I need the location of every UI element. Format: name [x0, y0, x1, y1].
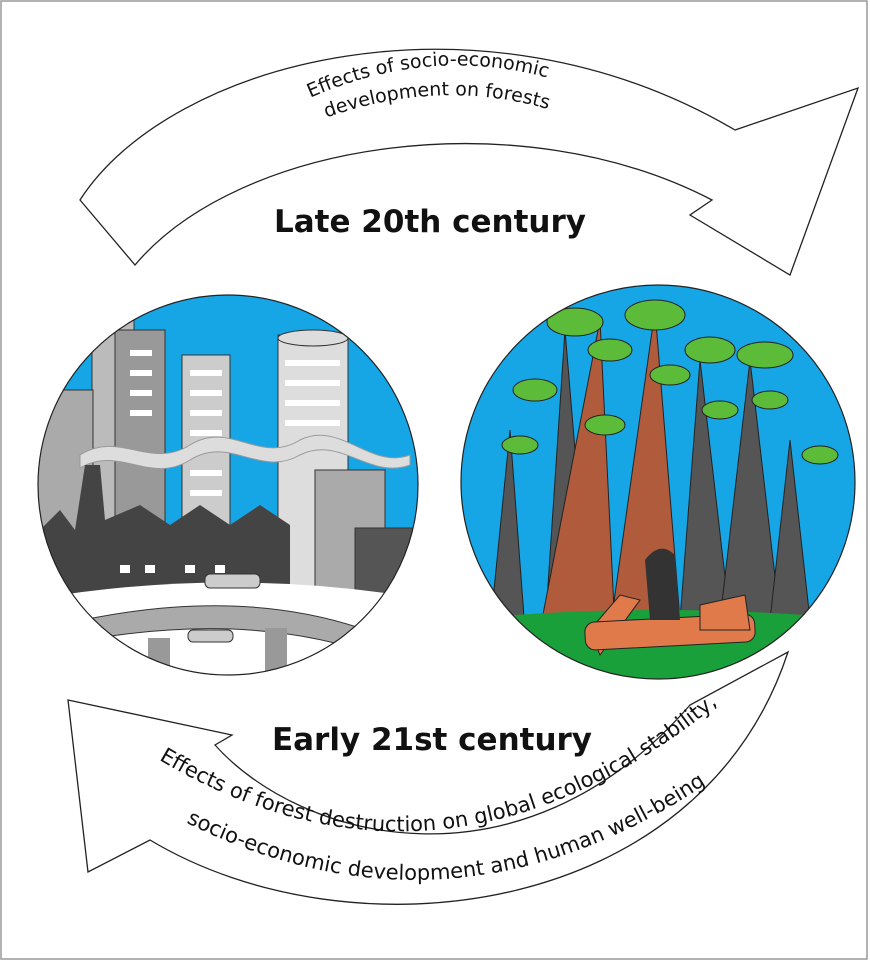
- diagram: Effects of socio-economic development on…: [0, 0, 870, 962]
- late-label: Late 20th century: [274, 204, 586, 240]
- early-label: Early 21st century: [272, 722, 592, 758]
